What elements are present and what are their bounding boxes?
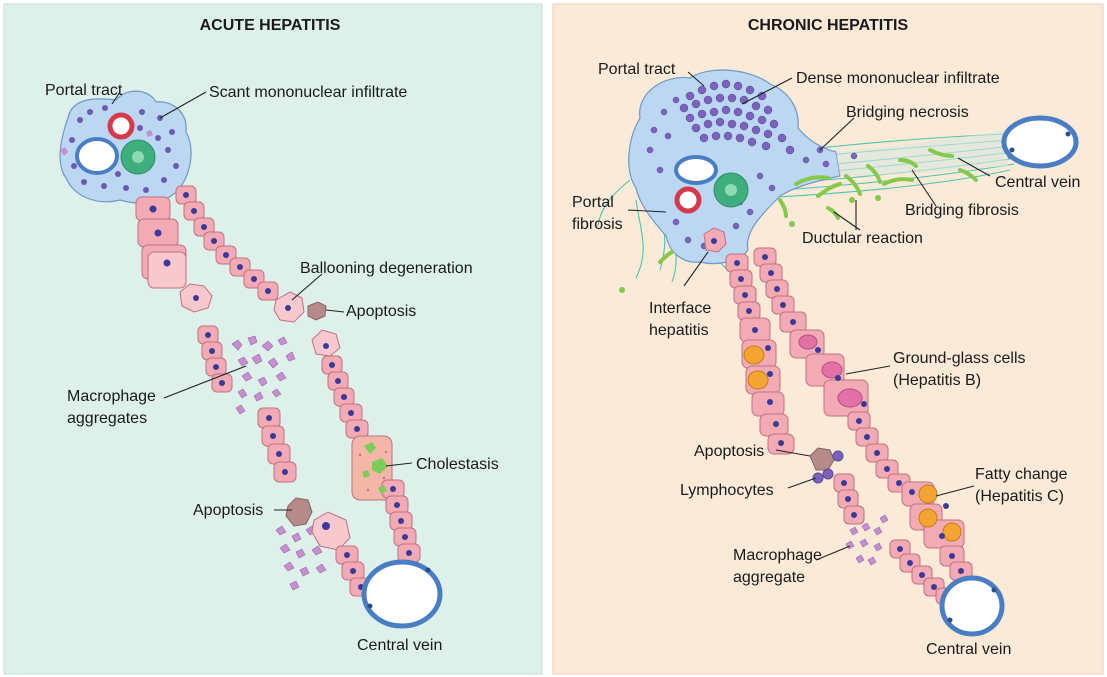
chronic-hepatic-artery-icon bbox=[674, 186, 702, 214]
chronic-label-interface-2: hepatitis bbox=[649, 322, 709, 339]
acute-macrophage-aggregates bbox=[231, 335, 296, 415]
acute-label-scant-infiltrate: Scant mononuclear infiltrate bbox=[209, 84, 407, 101]
chronic-label-interface-1: Interface bbox=[649, 300, 711, 317]
chronic-label-portal-fibrosis-2: fibrosis bbox=[572, 216, 623, 233]
acute-label-portal-tract: Portal tract bbox=[45, 82, 123, 99]
hepatic-artery-icon bbox=[107, 112, 135, 140]
chronic-ground-glass-left bbox=[743, 345, 769, 390]
chronic-label-apoptosis: Apoptosis bbox=[694, 443, 764, 460]
chronic-label-lymphocytes: Lymphocytes bbox=[680, 482, 774, 499]
chronic-label-portal-tract: Portal tract bbox=[598, 61, 676, 78]
acute-label-central-vein: Central vein bbox=[357, 637, 442, 654]
acute-apoptotic-body-bottom bbox=[285, 497, 313, 527]
chronic-label-ground-glass-2: (Hepatitis B) bbox=[893, 372, 981, 389]
portal-vein-icon bbox=[75, 137, 119, 175]
acute-label-ballooning: Ballooning degeneration bbox=[300, 260, 473, 277]
chronic-label-central-vein-bottom: Central vein bbox=[926, 641, 1011, 658]
acute-label-macrophage-1: Macrophage bbox=[67, 388, 156, 405]
chronic-portal-vein-icon bbox=[674, 155, 718, 185]
chronic-label-portal-fibrosis-1: Portal bbox=[572, 194, 614, 211]
chronic-central-vein-right-icon bbox=[1001, 115, 1079, 169]
chronic-ductular-reaction bbox=[658, 148, 978, 264]
chronic-label-fatty-1: Fatty change bbox=[975, 466, 1068, 483]
acute-macrophage-aggregates-bottom bbox=[275, 525, 327, 591]
acute-label-apoptosis-top: Apoptosis bbox=[346, 303, 416, 320]
chronic-label-macrophage-2: aggregate bbox=[733, 569, 805, 586]
chronic-portal-tract bbox=[628, 69, 1013, 265]
acute-label-apoptosis-bottom: Apoptosis bbox=[193, 502, 263, 519]
acute-central-vein-icon bbox=[361, 559, 443, 629]
acute-title: ACUTE HEPATITIS bbox=[200, 17, 341, 34]
chronic-label-central-vein-right: Central vein bbox=[995, 174, 1080, 191]
chronic-label-macrophage-1: Macrophage bbox=[733, 547, 822, 564]
chronic-apoptotic-body bbox=[809, 447, 835, 471]
chronic-label-bridging-fibrosis: Bridging fibrosis bbox=[905, 202, 1019, 219]
acute-cholestasis-plugs bbox=[362, 442, 388, 494]
acute-portal-tract bbox=[59, 90, 192, 204]
chronic-label-fatty-2: (Hepatitis C) bbox=[975, 488, 1064, 505]
chronic-macrophage-aggregate bbox=[845, 514, 889, 566]
chronic-lymphocytes bbox=[812, 450, 844, 484]
chronic-label-ground-glass-1: Ground-glass cells bbox=[893, 350, 1026, 367]
chronic-label-dense-infiltrate: Dense mononuclear infiltrate bbox=[796, 70, 1000, 87]
chronic-panel bbox=[552, 3, 1104, 675]
chronic-central-vein-bottom-icon bbox=[939, 575, 1005, 637]
chronic-ground-glass-cells bbox=[798, 334, 863, 408]
acute-label-cholestasis: Cholestasis bbox=[416, 456, 499, 473]
chronic-label-ductular-reaction: Ductular reaction bbox=[802, 230, 923, 247]
chronic-title: CHRONIC HEPATITIS bbox=[748, 17, 909, 34]
chronic-fatty-change-cells bbox=[918, 484, 962, 542]
acute-hepatocyte-cord-1 bbox=[135, 196, 187, 289]
acute-label-macrophage-2: aggregates bbox=[67, 410, 147, 427]
acute-apoptotic-body-top bbox=[307, 301, 327, 321]
chronic-label-bridging-necrosis: Bridging necrosis bbox=[846, 104, 969, 121]
